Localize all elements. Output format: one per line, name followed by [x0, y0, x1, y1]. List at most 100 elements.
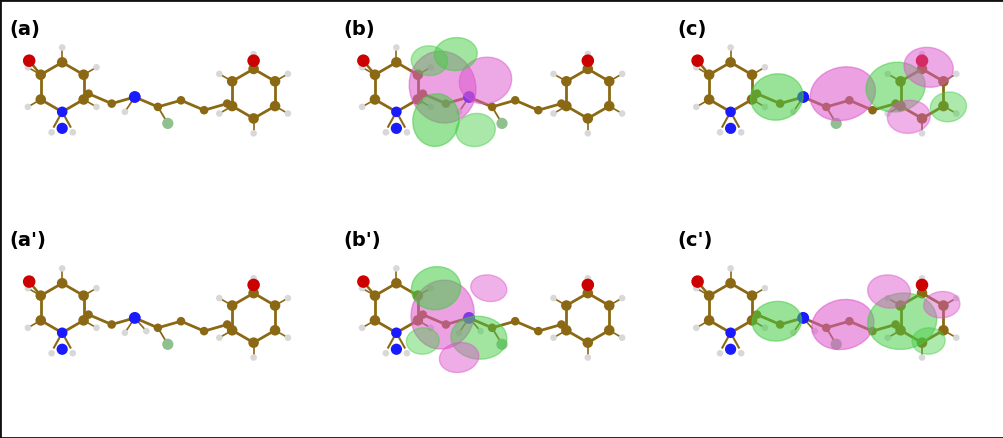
Circle shape — [128, 91, 140, 103]
Circle shape — [248, 288, 259, 298]
Circle shape — [250, 354, 257, 361]
Circle shape — [78, 70, 89, 80]
Circle shape — [391, 328, 401, 338]
Circle shape — [604, 325, 614, 336]
Circle shape — [604, 300, 614, 311]
Circle shape — [382, 129, 389, 136]
Ellipse shape — [458, 57, 512, 104]
Text: (b'): (b') — [343, 231, 381, 251]
Circle shape — [57, 106, 67, 117]
Circle shape — [796, 312, 808, 324]
Circle shape — [746, 290, 756, 301]
Circle shape — [716, 129, 722, 136]
Circle shape — [691, 54, 703, 67]
Circle shape — [358, 64, 365, 71]
Circle shape — [393, 265, 399, 272]
Circle shape — [582, 288, 593, 298]
Circle shape — [35, 315, 46, 326]
Circle shape — [584, 275, 591, 282]
Circle shape — [952, 71, 959, 77]
Circle shape — [703, 70, 714, 80]
Circle shape — [369, 290, 380, 301]
Circle shape — [441, 99, 449, 108]
Circle shape — [724, 344, 735, 355]
Circle shape — [412, 290, 422, 301]
Circle shape — [724, 278, 735, 289]
Circle shape — [557, 320, 565, 329]
Circle shape — [250, 51, 257, 57]
Circle shape — [418, 310, 426, 319]
Circle shape — [23, 54, 35, 67]
Circle shape — [227, 76, 238, 87]
Circle shape — [604, 101, 614, 111]
Circle shape — [35, 94, 46, 105]
Circle shape — [412, 94, 422, 105]
Circle shape — [582, 64, 593, 74]
Circle shape — [703, 94, 714, 105]
Circle shape — [57, 328, 67, 338]
Circle shape — [153, 324, 162, 332]
Circle shape — [270, 325, 280, 336]
Circle shape — [216, 71, 223, 77]
Circle shape — [369, 94, 380, 105]
Circle shape — [581, 279, 594, 291]
Circle shape — [584, 51, 591, 57]
Circle shape — [561, 101, 571, 111]
Circle shape — [796, 91, 808, 103]
Circle shape — [284, 71, 291, 77]
Circle shape — [752, 89, 760, 98]
Circle shape — [390, 344, 401, 355]
Circle shape — [618, 334, 625, 341]
Ellipse shape — [887, 100, 930, 133]
Circle shape — [93, 104, 99, 110]
Circle shape — [511, 317, 519, 325]
Circle shape — [891, 320, 899, 329]
Circle shape — [692, 64, 699, 71]
Circle shape — [358, 104, 365, 110]
Circle shape — [69, 129, 76, 136]
Circle shape — [390, 123, 401, 134]
Circle shape — [462, 312, 474, 324]
Circle shape — [403, 350, 410, 357]
Circle shape — [692, 325, 699, 331]
Ellipse shape — [439, 343, 478, 373]
Circle shape — [918, 354, 925, 361]
Circle shape — [177, 317, 186, 325]
Circle shape — [427, 64, 433, 71]
Circle shape — [884, 71, 890, 77]
Circle shape — [937, 76, 948, 87]
Circle shape — [247, 54, 260, 67]
Circle shape — [93, 285, 99, 292]
Circle shape — [692, 285, 699, 292]
Ellipse shape — [923, 291, 959, 318]
Circle shape — [284, 110, 291, 117]
Circle shape — [952, 334, 959, 341]
Circle shape — [789, 109, 795, 115]
Circle shape — [761, 285, 767, 292]
Ellipse shape — [410, 280, 473, 349]
Circle shape — [412, 70, 422, 80]
Circle shape — [358, 325, 365, 331]
Circle shape — [561, 325, 571, 336]
Circle shape — [884, 334, 890, 341]
Circle shape — [391, 106, 401, 117]
Circle shape — [691, 276, 703, 288]
Circle shape — [724, 57, 735, 67]
Circle shape — [200, 327, 209, 336]
Circle shape — [48, 350, 55, 357]
Circle shape — [495, 118, 508, 129]
Ellipse shape — [434, 38, 476, 71]
Circle shape — [250, 275, 257, 282]
Circle shape — [895, 101, 905, 111]
Circle shape — [829, 339, 841, 350]
Ellipse shape — [903, 47, 952, 87]
Circle shape — [916, 64, 927, 74]
Circle shape — [761, 104, 767, 110]
Circle shape — [93, 64, 99, 71]
Circle shape — [270, 76, 280, 87]
Circle shape — [550, 295, 557, 301]
Circle shape — [23, 276, 35, 288]
Circle shape — [746, 70, 756, 80]
Circle shape — [810, 328, 817, 334]
Circle shape — [369, 70, 380, 80]
